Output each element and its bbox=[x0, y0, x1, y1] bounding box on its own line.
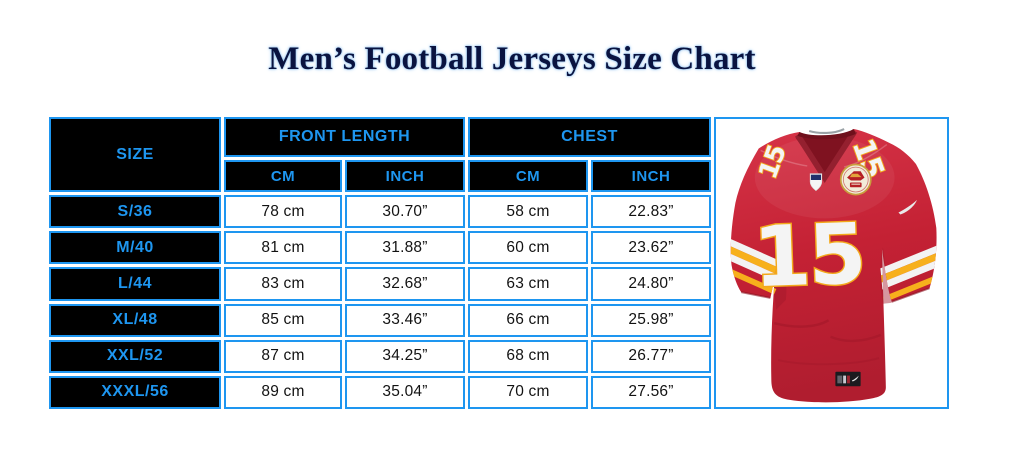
subheader-chest-cm: CM bbox=[468, 160, 588, 193]
front-inch-value: 34.25” bbox=[345, 339, 465, 373]
jock-tag bbox=[835, 371, 861, 387]
table-row: M/40 81 cm 31.88” 60 cm 23.62” bbox=[49, 231, 949, 265]
size-label: S/36 bbox=[49, 195, 221, 229]
size-label: L/44 bbox=[49, 267, 221, 301]
chiefs-patch-icon bbox=[839, 163, 872, 196]
table-row: XL/48 85 cm 33.46” 66 cm 25.98” bbox=[49, 303, 949, 337]
chest-cm-value: 58 cm bbox=[468, 195, 588, 229]
size-label: M/40 bbox=[49, 231, 221, 265]
chest-inch-value: 22.83” bbox=[591, 195, 711, 229]
subheader-front-inch: INCH bbox=[345, 160, 465, 193]
size-label: XL/48 bbox=[49, 303, 221, 337]
subheader-front-cm: CM bbox=[224, 160, 342, 193]
collar-gray-stripe bbox=[808, 128, 845, 135]
nfl-shield-icon bbox=[809, 173, 823, 192]
front-cm-value: 78 cm bbox=[224, 195, 342, 229]
size-label: XXXL/56 bbox=[49, 375, 221, 409]
front-cm-value: 89 cm bbox=[224, 375, 342, 409]
chest-inch-value: 26.77” bbox=[591, 339, 711, 373]
front-cm-value: 87 cm bbox=[224, 339, 342, 373]
size-label: XXL/52 bbox=[49, 339, 221, 373]
col-group-chest: CHEST bbox=[468, 117, 711, 158]
chest-inch-value: 24.80” bbox=[591, 267, 711, 301]
front-cm-value: 85 cm bbox=[224, 303, 342, 337]
header-row-groups: SIZE FRONT LENGTH CHEST bbox=[49, 117, 949, 409]
chest-cm-value: 68 cm bbox=[468, 339, 588, 373]
header-row-units: CM INCH CM INCH bbox=[49, 160, 949, 193]
chest-cm-value: 70 cm bbox=[468, 375, 588, 409]
front-inch-value: 35.04” bbox=[345, 375, 465, 409]
table-row: XXL/52 87 cm 34.25” 68 cm 26.77” bbox=[49, 339, 949, 373]
chest-inch-value: 27.56” bbox=[591, 375, 711, 409]
front-inch-value: 31.88” bbox=[345, 231, 465, 265]
jersey-photo-cell: 15 15 bbox=[714, 117, 949, 409]
front-inch-value: 32.68” bbox=[345, 267, 465, 301]
chest-cm-value: 60 cm bbox=[468, 231, 588, 265]
table-row: XXXL/56 89 cm 35.04” 70 cm 27.56” bbox=[49, 375, 949, 409]
col-header-size: SIZE bbox=[49, 117, 221, 193]
table-row: L/44 83 cm 32.68” 63 cm 24.80” bbox=[49, 267, 949, 301]
chest-cm-value: 66 cm bbox=[468, 303, 588, 337]
chest-inch-value: 25.98” bbox=[591, 303, 711, 337]
front-cm-value: 81 cm bbox=[224, 231, 342, 265]
subheader-chest-inch: INCH bbox=[591, 160, 711, 193]
chest-cm-value: 63 cm bbox=[468, 267, 588, 301]
col-group-front-length: FRONT LENGTH bbox=[224, 117, 465, 158]
page-title: Men’s Football Jerseys Size Chart bbox=[268, 41, 756, 77]
collar bbox=[795, 131, 856, 180]
front-inch-value: 30.70” bbox=[345, 195, 465, 229]
table-row: S/36 78 cm 30.70” 58 cm 22.83” bbox=[49, 195, 949, 229]
jersey-number-chest: 15 bbox=[751, 205, 865, 306]
front-inch-value: 33.46” bbox=[345, 303, 465, 337]
jersey-photo: 15 15 bbox=[730, 128, 937, 403]
jersey-body bbox=[730, 129, 937, 403]
front-cm-value: 83 cm bbox=[224, 267, 342, 301]
size-chart-table: SIZE FRONT LENGTH CHEST bbox=[46, 114, 952, 412]
nike-swoosh-icon bbox=[898, 199, 917, 215]
chest-inch-value: 23.62” bbox=[591, 231, 711, 265]
